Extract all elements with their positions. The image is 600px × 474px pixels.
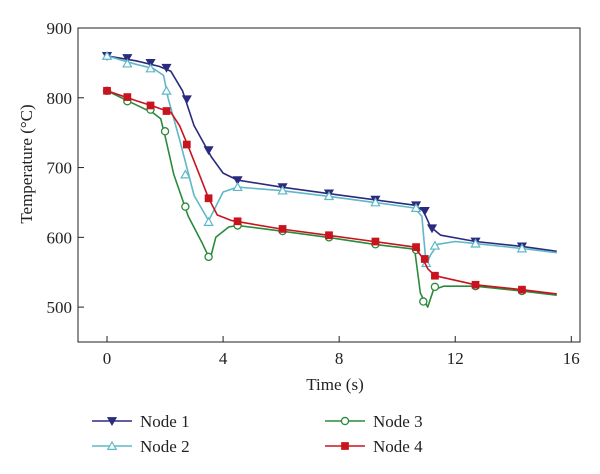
data-point-node-3: [430, 282, 440, 292]
data-point-node-1: [232, 176, 243, 186]
data-point-node-2: [323, 190, 335, 201]
data-point-node-3: [160, 127, 170, 136]
legend: Node 1 Node 2 Node 3 Node 4: [92, 412, 423, 456]
x-tick-label: 8: [335, 349, 344, 368]
data-point-node-3: [419, 297, 428, 306]
data-point-node-2: [516, 243, 528, 253]
data-point-node-3: [204, 252, 213, 262]
y-tick-label: 800: [47, 89, 73, 108]
x-tick-label: 12: [447, 349, 464, 368]
data-point-node-4: [371, 237, 380, 246]
data-point-node-1: [161, 63, 172, 73]
data-point-node-4: [412, 243, 420, 251]
data-point-node-2: [145, 63, 156, 73]
data-point-node-4: [471, 280, 480, 289]
data-point-node-4: [325, 231, 333, 240]
data-point-node-4: [518, 285, 526, 294]
data-point-node-2: [101, 50, 113, 60]
x-axis-title: Time (s): [306, 375, 363, 394]
legend-label-node-4: Node 4: [373, 437, 423, 456]
x-tick-label: 0: [103, 349, 112, 368]
legend-marker-node-2: [106, 440, 118, 450]
y-tick-label: 900: [47, 19, 73, 38]
data-point-node-4: [420, 255, 429, 263]
data-point-node-1: [122, 54, 133, 64]
legend-label-node-2: Node 2: [140, 437, 190, 456]
data-point-node-1: [203, 146, 214, 156]
data-point-node-4: [103, 86, 111, 95]
x-tick-label: 16: [563, 349, 580, 368]
data-point-node-1: [145, 59, 156, 68]
data-point-node-2: [232, 181, 243, 192]
legend-label-node-1: Node 1: [140, 412, 190, 431]
data-point-node-4: [182, 140, 191, 149]
plot-area: 0 4 8 12 16 500 600 700 800 900: [47, 19, 581, 368]
data-point-node-1: [181, 95, 192, 105]
data-point-node-1: [426, 224, 438, 234]
y-tick-label: 500: [47, 298, 73, 317]
data-point-node-4: [278, 225, 287, 233]
data-point-node-2: [277, 185, 288, 195]
legend-marker-node-3: [340, 416, 350, 426]
legend-marker-node-1: [106, 417, 118, 426]
y-axis-title: Temperature (°C): [17, 104, 36, 223]
data-point-node-2: [180, 169, 191, 179]
data-point-node-2: [370, 197, 381, 207]
y-tick-label: 600: [47, 228, 73, 247]
data-point-node-2: [122, 58, 133, 68]
data-point-node-2: [203, 216, 214, 226]
data-point-node-2: [429, 240, 441, 250]
legend-label-node-3: Node 3: [373, 412, 423, 431]
data-point-node-1: [419, 206, 430, 216]
data-point-node-3: [181, 202, 190, 211]
data-point-node-2: [161, 85, 172, 95]
data-point-node-4: [162, 107, 171, 115]
x-tick-label: 4: [219, 349, 228, 368]
plot-frame: [77, 27, 581, 343]
data-point-node-2: [410, 202, 422, 212]
data-point-node-4: [233, 217, 242, 226]
data-point-node-4: [431, 271, 439, 280]
data-point-node-4: [123, 93, 132, 101]
y-tick-label: 700: [47, 159, 73, 178]
legend-marker-node-4: [341, 442, 349, 450]
data-point-node-4: [204, 194, 213, 203]
data-point-node-4: [146, 101, 155, 110]
data-point-node-2: [470, 238, 481, 248]
series-line-node-1: [106, 55, 557, 253]
